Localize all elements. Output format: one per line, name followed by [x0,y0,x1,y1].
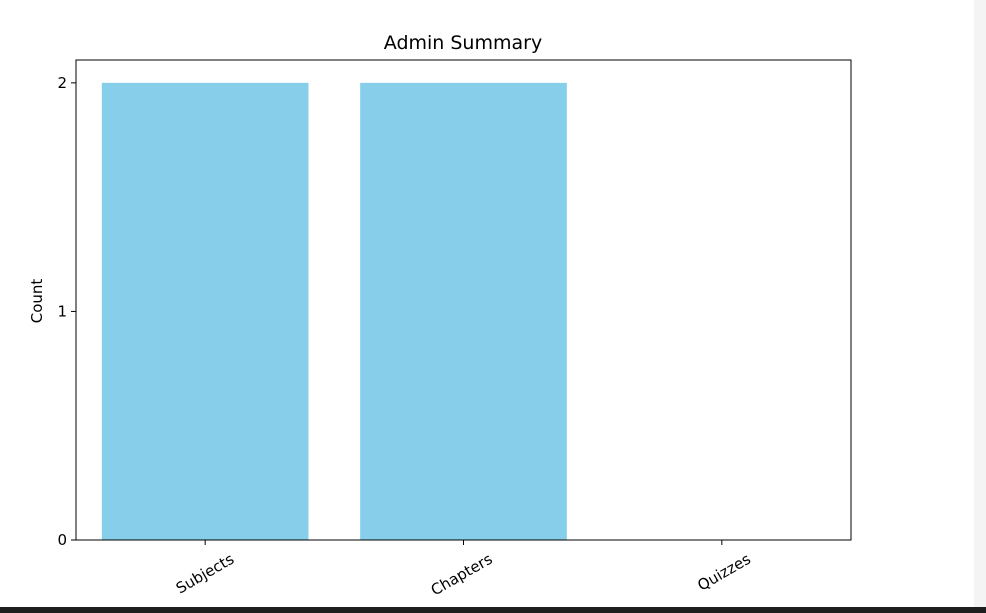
window-edge [974,0,986,607]
y-tick-label: 1 [57,302,67,320]
y-ticks-layer: 0 1 2 [57,74,76,549]
taskbar-strip [0,607,986,613]
bar-chapters [360,82,567,541]
x-tick-label-quizzes: Quizzes [694,550,754,595]
x-tick-label-subjects: Subjects [173,550,237,598]
y-tick-label: 0 [57,531,67,549]
x-tick-label-chapters: Chapters [428,550,496,600]
y-axis-label: Count [28,279,46,324]
bars-layer [101,82,567,541]
y-tick-label: 2 [57,74,67,92]
x-ticks-layer: Subjects Chapters Quizzes [173,540,754,599]
bar-subjects [101,82,309,541]
chart-title: Admin Summary [384,32,542,54]
